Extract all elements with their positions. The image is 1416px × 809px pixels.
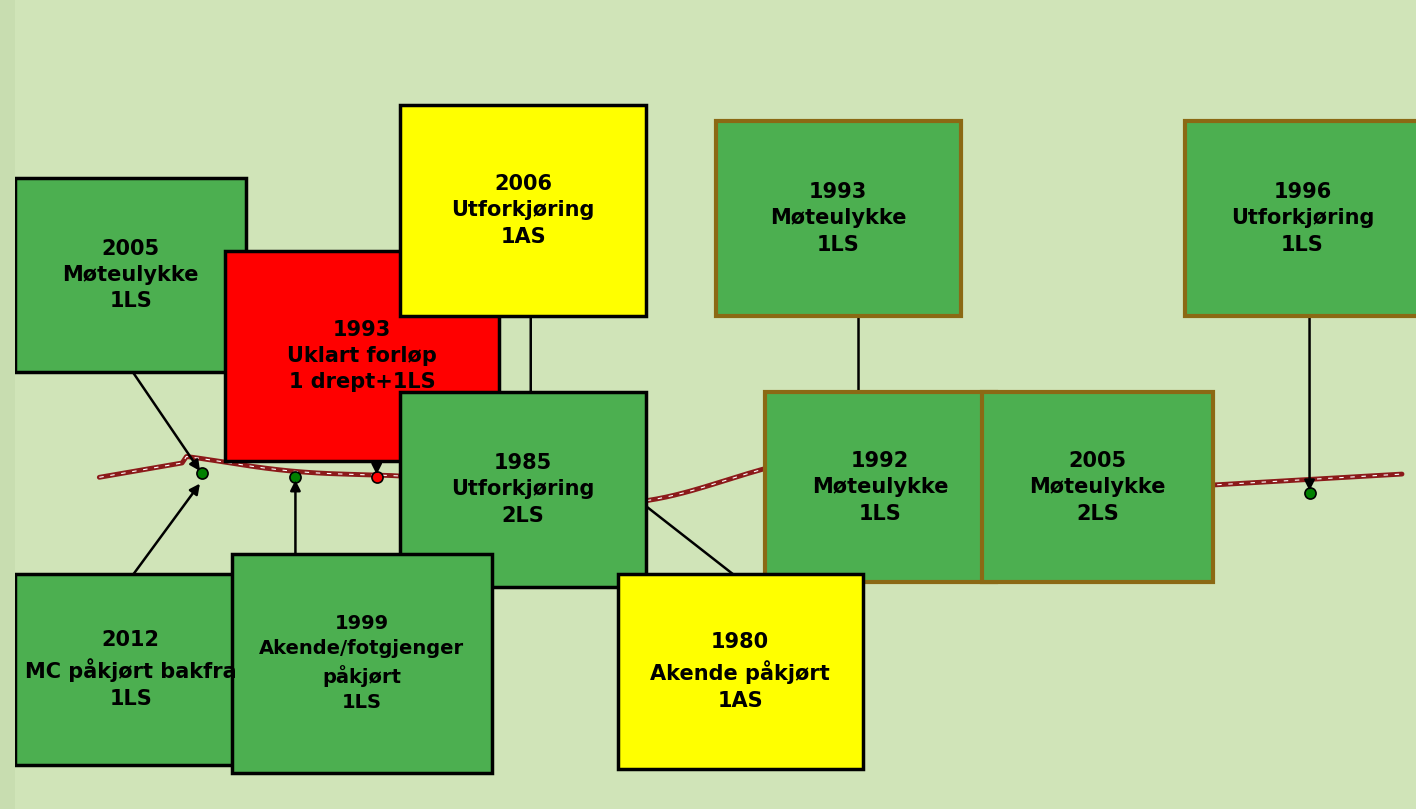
FancyBboxPatch shape (1185, 121, 1416, 316)
Text: 2012
MC påkjørt bakfra
1LS: 2012 MC påkjørt bakfra 1LS (25, 630, 236, 709)
FancyBboxPatch shape (16, 0, 1416, 809)
FancyBboxPatch shape (232, 554, 491, 773)
FancyBboxPatch shape (16, 178, 246, 372)
Text: 2006
Utforkjøring
1AS: 2006 Utforkjøring 1AS (452, 174, 595, 247)
FancyBboxPatch shape (765, 392, 995, 582)
FancyBboxPatch shape (617, 574, 862, 769)
Text: 2005
Møteulykke
1LS: 2005 Møteulykke 1LS (62, 239, 200, 311)
Text: 1996
Utforkjøring
1LS: 1996 Utforkjøring 1LS (1231, 182, 1375, 255)
Text: 1993
Møteulykke
1LS: 1993 Møteulykke 1LS (770, 182, 906, 255)
Text: 1993
Uklart forløp
1 drept+1LS: 1993 Uklart forløp 1 drept+1LS (287, 320, 438, 392)
Text: 1985
Utforkjøring
2LS: 1985 Utforkjøring 2LS (452, 453, 595, 526)
FancyBboxPatch shape (401, 105, 646, 316)
Text: 2005
Møteulykke
2LS: 2005 Møteulykke 2LS (1029, 451, 1165, 523)
FancyBboxPatch shape (225, 251, 498, 461)
FancyBboxPatch shape (715, 121, 961, 316)
Text: 1999
Akende/fotgjenger
påkjørt
1LS: 1999 Akende/fotgjenger påkjørt 1LS (259, 614, 464, 713)
FancyBboxPatch shape (16, 574, 246, 765)
Text: 1980
Akende påkjørt
1AS: 1980 Akende påkjørt 1AS (650, 633, 830, 710)
Text: 1992
Møteulykke
1LS: 1992 Møteulykke 1LS (811, 451, 949, 523)
FancyBboxPatch shape (401, 392, 646, 587)
FancyBboxPatch shape (981, 392, 1214, 582)
